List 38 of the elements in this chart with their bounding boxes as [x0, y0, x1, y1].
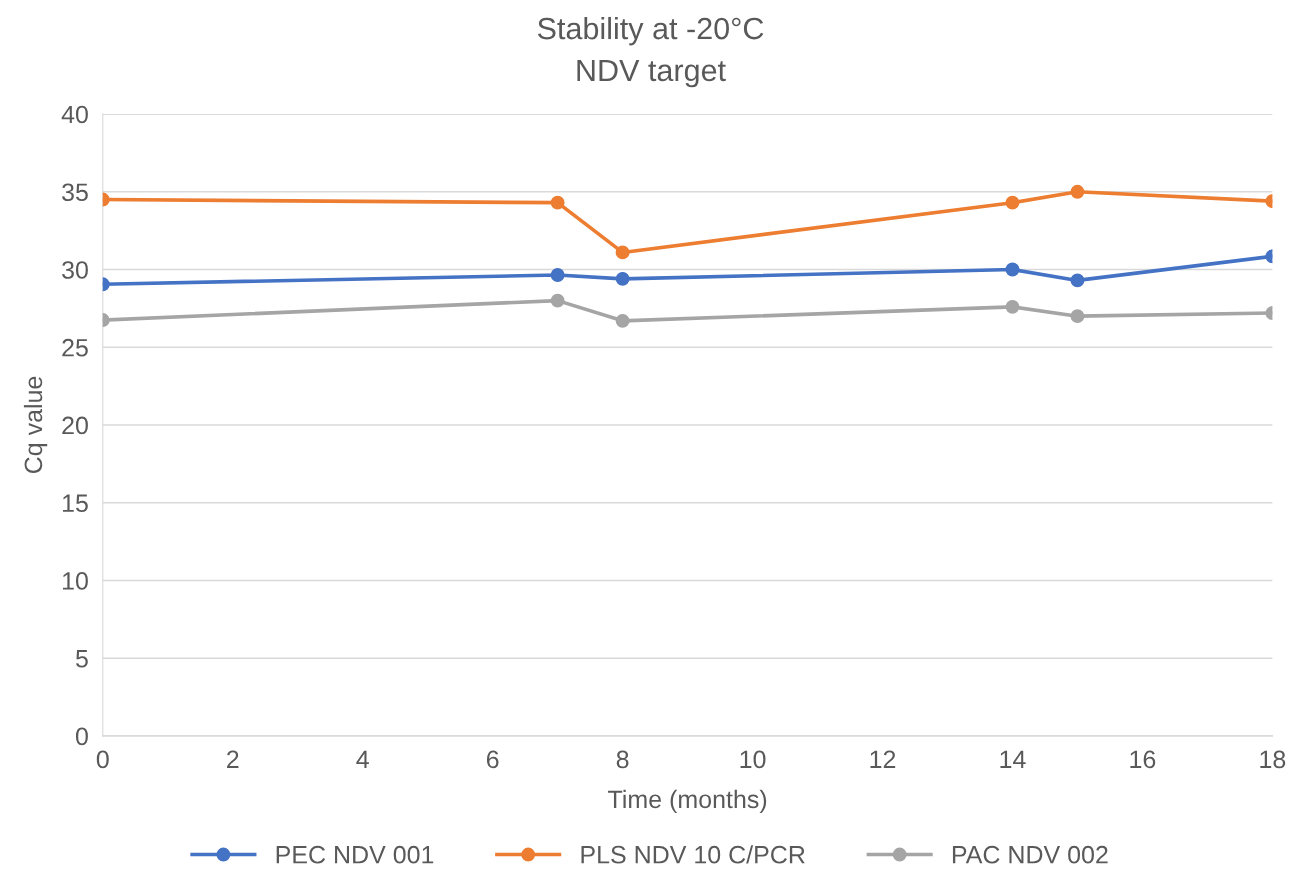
- point: [1070, 309, 1085, 324]
- point: [1070, 273, 1085, 288]
- point: [1070, 184, 1085, 199]
- point: [550, 195, 565, 210]
- chart-subtitle: NDV target: [577, 59, 726, 88]
- x-tick-label: 18: [1260, 750, 1286, 769]
- y-tick-label: 10: [62, 572, 88, 590]
- point: [615, 245, 630, 260]
- legend-label: PAC NDV 002: [952, 845, 1108, 864]
- point: [615, 313, 630, 328]
- y-tick-label: 30: [62, 261, 88, 279]
- y-tick-label: 20: [62, 416, 88, 435]
- point: [1005, 195, 1020, 210]
- x-tick-label: 10: [740, 750, 766, 769]
- legend-label: PLS NDV 10 C/PCR: [581, 845, 805, 864]
- y-axis-title: Cq value: [23, 376, 48, 474]
- chart-title: Stability at -20°C: [537, 16, 764, 46]
- x-tick-label: 12: [870, 750, 896, 768]
- x-axis-title: Time (months): [608, 789, 767, 814]
- x-tick-label: 2: [227, 750, 239, 768]
- y-tick-label: 0: [75, 727, 88, 746]
- y-tick-label: 25: [62, 338, 88, 357]
- y-tick-label: 15: [62, 494, 88, 513]
- x-tick-label: 4: [356, 750, 369, 768]
- legend-label: PEC NDV 001: [276, 845, 434, 864]
- point: [1005, 262, 1020, 277]
- x-tick-label: 16: [1130, 750, 1156, 769]
- x-tick-label: 6: [486, 750, 499, 769]
- y-tick-label: 40: [61, 105, 88, 124]
- point: [1005, 299, 1020, 314]
- x-tick-label: 14: [1000, 750, 1026, 768]
- point: [550, 268, 565, 282]
- point: [550, 293, 565, 308]
- y-tick-label: 35: [62, 183, 88, 202]
- point: [615, 271, 630, 286]
- x-tick-label: 0: [96, 750, 109, 769]
- y-tick-label: 5: [75, 650, 88, 668]
- x-tick-label: 8: [616, 750, 629, 769]
